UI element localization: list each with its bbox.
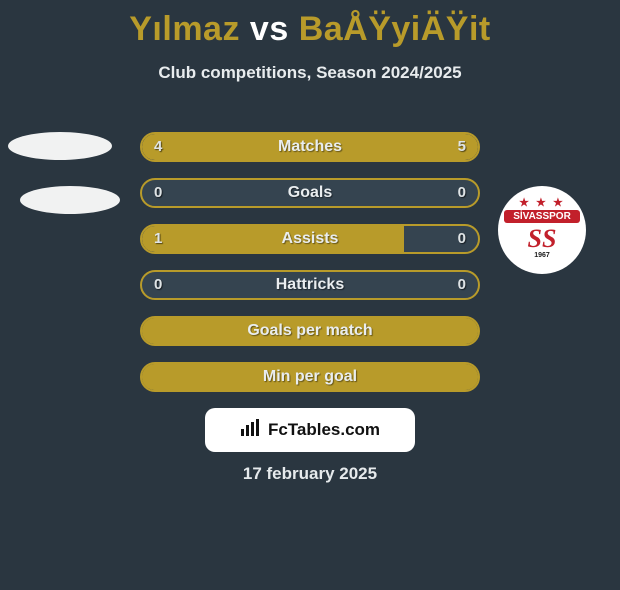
stat-label: Goals — [142, 180, 478, 206]
stat-label: Goals per match — [142, 318, 478, 344]
stats-panel: 45Matches 00Goals 10Assists 00Hattricks Goal… — [140, 132, 480, 408]
club-year: 1967 — [498, 252, 586, 259]
stat-label: Hattricks — [142, 272, 478, 298]
player2-club-logo: ★ ★ ★ SİVASSPOR SS 1967 — [498, 186, 586, 274]
player1-name: Yılmaz — [129, 10, 240, 48]
stat-row: 00Goals — [140, 178, 480, 208]
stat-label: Min per goal — [142, 364, 478, 390]
club-stars-icon: ★ ★ ★ — [498, 196, 586, 209]
stat-row: Goals per match — [140, 316, 480, 346]
report-date: 17 february 2025 — [0, 464, 620, 484]
brand-text: FcTables.com — [268, 420, 380, 440]
stat-row: 00Hattricks — [140, 270, 480, 300]
stat-label: Matches — [142, 134, 478, 160]
stat-row: 10Assists — [140, 224, 480, 254]
club-monogram: SS — [498, 224, 586, 254]
brand-chart-icon — [240, 419, 262, 442]
stat-row: Min per goal — [140, 362, 480, 392]
vs-text: vs — [240, 10, 299, 48]
player2-name: BaÅŸyiÄŸit — [299, 10, 491, 48]
comparison-title: Yılmaz vs BaÅŸyiÄŸit — [0, 10, 620, 49]
stat-label: Assists — [142, 226, 478, 252]
player1-photo-placeholder — [8, 132, 112, 160]
club-banner: SİVASSPOR — [504, 210, 580, 223]
subtitle: Club competitions, Season 2024/2025 — [0, 63, 620, 83]
brand-bar[interactable]: FcTables.com — [205, 408, 415, 452]
player1-club-placeholder — [20, 186, 120, 214]
stat-row: 45Matches — [140, 132, 480, 162]
